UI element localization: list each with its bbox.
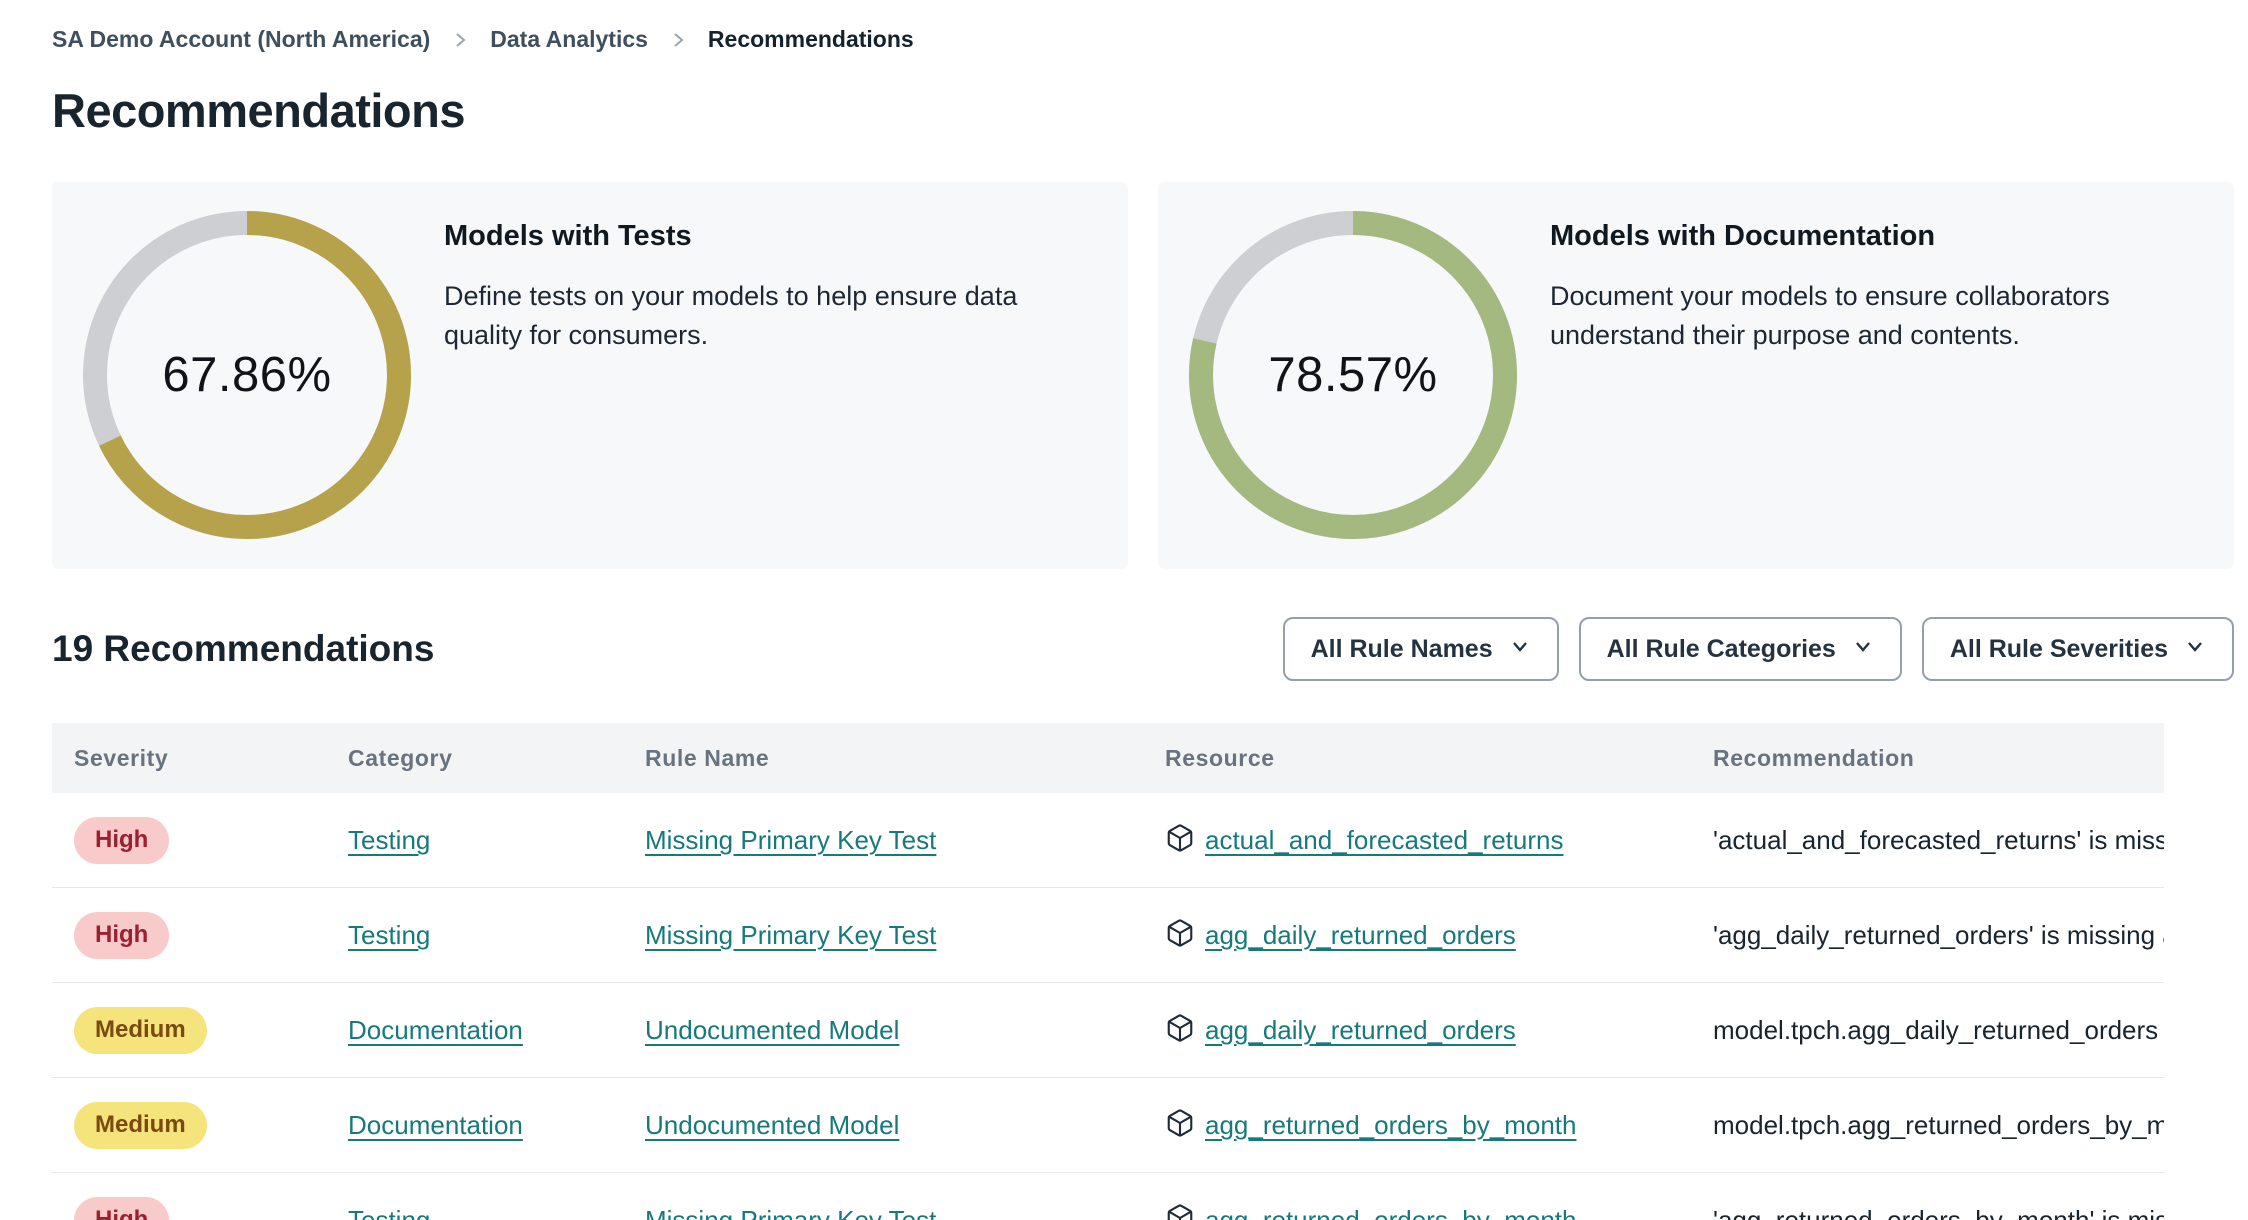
resource-link[interactable]: agg_returned_orders_by_month [1205, 1109, 1577, 1140]
resource-link[interactable]: actual_and_forecasted_returns [1205, 824, 1564, 855]
column-header-severity: Severity [74, 744, 169, 771]
card-description: Define tests on your models to help ensu… [444, 281, 1018, 351]
severity-badge: Medium [74, 1101, 207, 1149]
filter-label: All Rule Categories [1606, 634, 1836, 663]
recommendations-table: Severity Category Rule Name Resource Rec… [52, 723, 2164, 1220]
card-title: Models with Documentation [1550, 220, 1936, 252]
table-body: High Testing Missing Primary Key Test ac… [52, 793, 2164, 1220]
card-description: Document your models to ensure collabora… [1550, 281, 2110, 351]
resource-link[interactable]: agg_returned_orders_by_month [1205, 1204, 1577, 1220]
severity-badge: High [74, 816, 170, 864]
column-header-resource: Resource [1165, 744, 1275, 771]
models-with-tests-card: 67.86% Models with Tests Define tests on… [52, 182, 1128, 569]
cube-icon [1165, 1108, 1195, 1143]
category-link[interactable]: Testing [348, 1204, 431, 1220]
column-header-category: Category [348, 744, 453, 771]
tests-donut-chart: 67.86% [82, 210, 412, 540]
page-title: Recommendations [52, 84, 465, 137]
breadcrumb-current: Recommendations [707, 26, 914, 52]
recommendation-text: 'actual_and_forecasted_returns' is missi… [1713, 824, 2164, 855]
table-header: Severity Category Rule Name Resource Rec… [52, 723, 2164, 793]
column-header-rule-name: Rule Name [645, 744, 770, 771]
resource-link[interactable]: agg_daily_returned_orders [1205, 919, 1516, 950]
docs-percentage: 78.57% [1268, 348, 1438, 402]
chevron-down-icon [2184, 635, 2206, 664]
tests-percentage: 67.86% [162, 348, 332, 402]
category-link[interactable]: Documentation [348, 1014, 523, 1045]
recommendations-count-title: 19 Recommendations [52, 628, 435, 669]
breadcrumb-account-link[interactable]: SA Demo Account (North America) [52, 26, 431, 52]
cube-icon [1165, 1203, 1195, 1220]
rule-severities-filter-dropdown[interactable]: All Rule Severities [1921, 617, 2234, 681]
category-link[interactable]: Testing [348, 824, 431, 855]
chevron-right-icon [450, 30, 470, 50]
card-title: Models with Tests [444, 220, 692, 252]
breadcrumb-project-link[interactable]: Data Analytics [490, 26, 648, 52]
recommendation-text: 'agg_returned_orders_by_month' is missin… [1713, 1204, 2164, 1220]
filter-label: All Rule Severities [1949, 634, 2168, 663]
chevron-right-icon [668, 30, 688, 50]
severity-badge: High [74, 1196, 170, 1220]
models-with-documentation-card: 78.57% Models with Documentation Documen… [1158, 182, 2234, 569]
recommendation-text: 'agg_daily_returned_orders' is missing a… [1713, 919, 2164, 950]
category-link[interactable]: Documentation [348, 1109, 523, 1140]
chevron-down-icon [1509, 635, 1531, 664]
severity-badge: High [74, 911, 170, 959]
filter-bar: All Rule Names All Rule Categories All R… [1282, 617, 2234, 681]
rule-name-link[interactable]: Missing Primary Key Test [645, 919, 937, 950]
category-link[interactable]: Testing [348, 919, 431, 950]
resource-link[interactable]: agg_daily_returned_orders [1205, 1014, 1516, 1045]
recommendation-text: model.tpch.agg_daily_returned_orders is … [1713, 1014, 2164, 1045]
chevron-down-icon [1852, 635, 1874, 664]
rule-name-link[interactable]: Missing Primary Key Test [645, 824, 937, 855]
table-row: High Testing Missing Primary Key Test ac… [52, 793, 2164, 888]
metric-cards: 67.86% Models with Tests Define tests on… [52, 182, 2234, 569]
column-header-recommendation: Recommendation [1713, 744, 1915, 771]
list-header-row: 19 Recommendations All Rule Names All Ru… [52, 617, 2234, 681]
table-row: High Testing Missing Primary Key Test ag… [52, 1173, 2164, 1220]
table-row: High Testing Missing Primary Key Test ag… [52, 888, 2164, 983]
rule-name-link[interactable]: Missing Primary Key Test [645, 1204, 937, 1220]
breadcrumb: SA Demo Account (North America) Data Ana… [52, 26, 2234, 53]
table-row: Medium Documentation Undocumented Model … [52, 983, 2164, 1078]
rule-names-filter-dropdown[interactable]: All Rule Names [1282, 617, 1559, 681]
docs-donut-chart: 78.57% [1188, 210, 1518, 540]
cube-icon [1165, 1013, 1195, 1048]
cube-icon [1165, 918, 1195, 953]
rule-categories-filter-dropdown[interactable]: All Rule Categories [1578, 617, 1902, 681]
filter-label: All Rule Names [1310, 634, 1493, 663]
recommendation-text: model.tpch.agg_returned_orders_by_month … [1713, 1109, 2164, 1140]
table-row: Medium Documentation Undocumented Model … [52, 1078, 2164, 1173]
rule-name-link[interactable]: Undocumented Model [645, 1109, 900, 1140]
cube-icon [1165, 823, 1195, 858]
rule-name-link[interactable]: Undocumented Model [645, 1014, 900, 1045]
severity-badge: Medium [74, 1006, 207, 1054]
